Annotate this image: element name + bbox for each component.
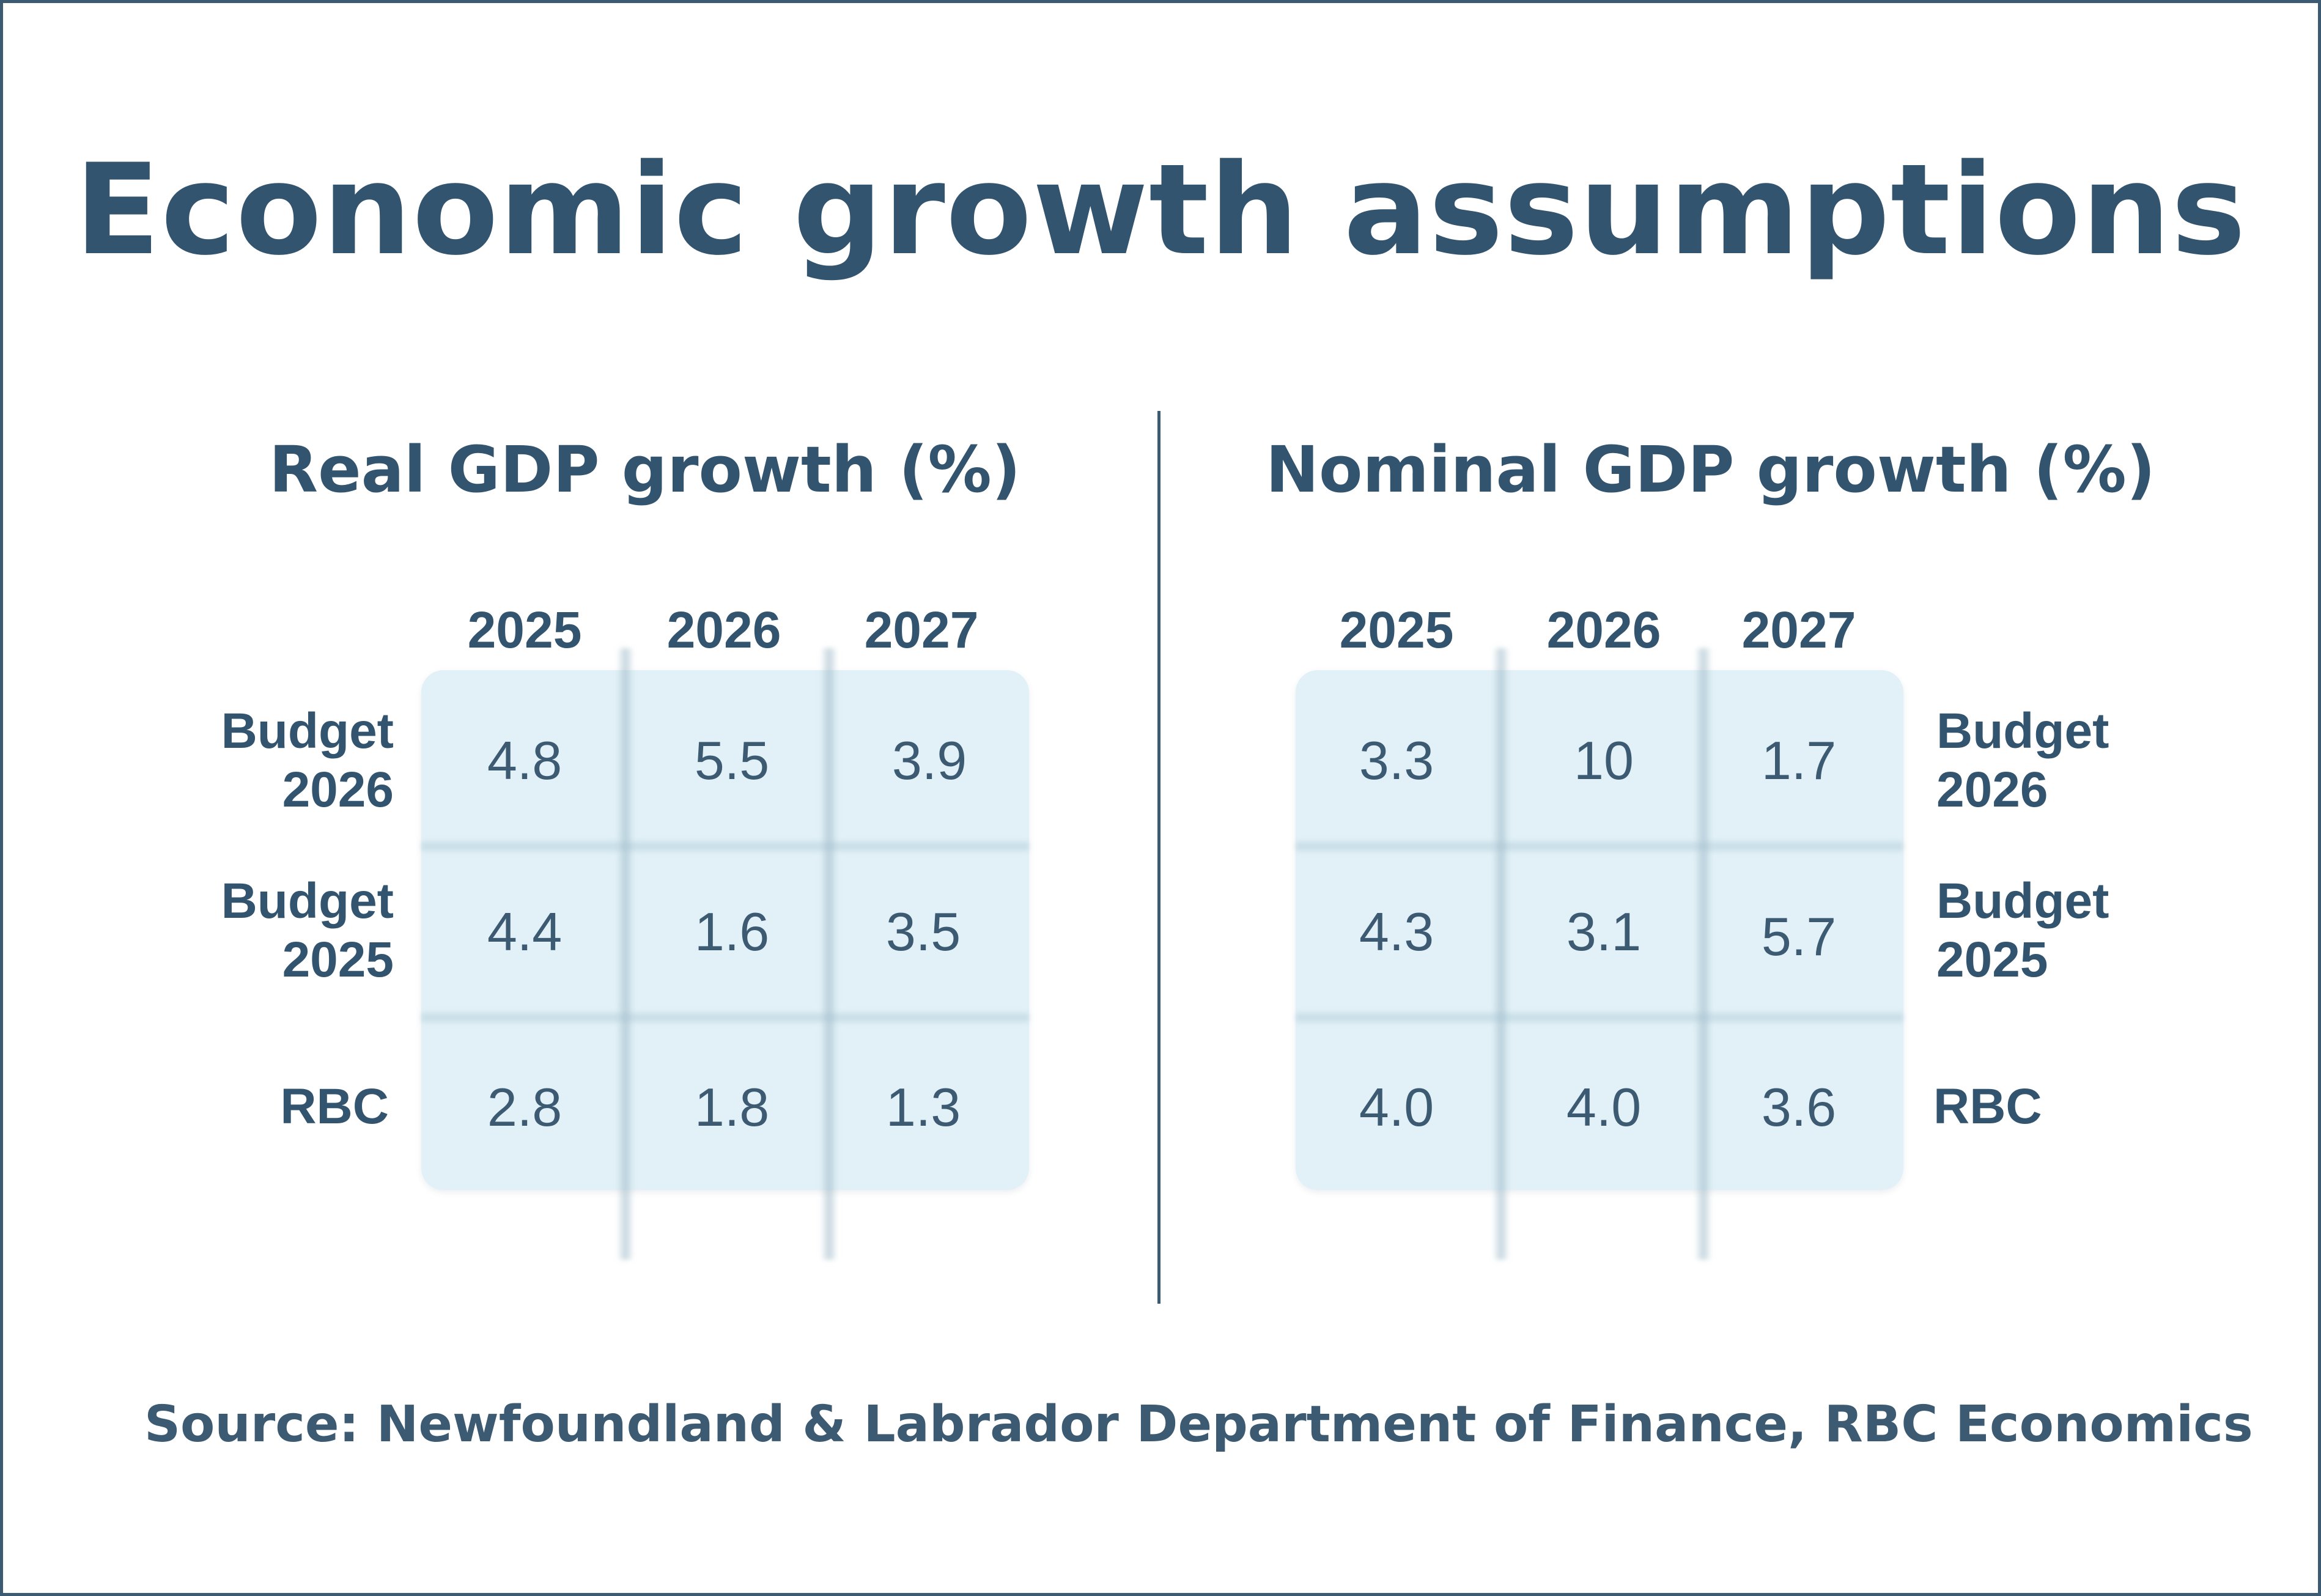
nominal-gdp-row-separator: [1296, 1010, 1903, 1025]
panel-divider: [1157, 411, 1160, 1304]
nominal-gdp-value: 3.3: [1359, 730, 1434, 791]
nominal-gdp-column-header-2027: 2027: [1741, 601, 1856, 659]
nominal-gdp-value: 3.1: [1566, 901, 1642, 962]
nominal-gdp-value: 5.7: [1761, 906, 1837, 967]
nominal-gdp-column-separator: [1695, 648, 1712, 1260]
nominal-gdp-row-label-budget-2025: Budget 2025: [1936, 872, 2138, 989]
real-gdp-value: 1.6: [694, 901, 770, 962]
nominal-gdp-row-separator: [1296, 839, 1903, 854]
real-gdp-value: 4.8: [487, 730, 563, 791]
nominal-gdp-value: 4.0: [1359, 1077, 1434, 1137]
nominal-gdp-value: 10: [1574, 730, 1634, 791]
nominal-gdp-row-label-budget-2026: Budget 2026: [1936, 702, 2138, 819]
real-gdp-value: 5.5: [694, 730, 770, 791]
nominal-gdp-column-header-2025: 2025: [1339, 601, 1454, 659]
row-label-line: Budget: [1936, 703, 2109, 759]
nominal-gdp-table-background: [1296, 670, 1903, 1190]
nominal-gdp-panel-title: Nominal GDP growth (%): [1266, 432, 2156, 507]
real-gdp-row-label-budget-2025: Budget 2025: [192, 872, 394, 989]
real-gdp-column-header-2027: 2027: [864, 601, 979, 659]
real-gdp-row-label-budget-2026: Budget 2026: [192, 702, 394, 819]
real-gdp-column-header-2025: 2025: [467, 601, 582, 659]
real-gdp-value: 4.4: [487, 901, 563, 962]
real-gdp-row-label-rbc: RBC: [187, 1077, 389, 1136]
row-label-line: 2026: [1936, 762, 2048, 818]
real-gdp-column-separator: [821, 648, 838, 1260]
chart-title: Economic growth assumptions: [74, 138, 2247, 283]
nominal-gdp-value: 3.6: [1761, 1077, 1837, 1137]
real-gdp-column-separator: [617, 648, 634, 1260]
nominal-gdp-value: 4.0: [1566, 1077, 1642, 1137]
row-label-line: 2025: [1936, 932, 2048, 988]
real-gdp-value: 3.5: [885, 901, 961, 962]
row-label-line: Budget: [221, 703, 394, 759]
source-note: Source: Newfoundland & Labrador Departme…: [144, 1395, 2253, 1454]
real-gdp-row-separator: [421, 1010, 1029, 1025]
nominal-gdp-column-separator: [1493, 648, 1510, 1260]
row-label-line: Budget: [221, 873, 394, 929]
nominal-gdp-value: 1.7: [1761, 730, 1837, 791]
nominal-gdp-row-label-rbc: RBC: [1933, 1077, 2135, 1136]
row-label-line: RBC: [1933, 1079, 2042, 1134]
real-gdp-value: 1.8: [694, 1077, 770, 1137]
nominal-gdp-column-header-2026: 2026: [1546, 601, 1661, 659]
real-gdp-column-header-2026: 2026: [666, 601, 781, 659]
real-gdp-panel-title: Real GDP growth (%): [269, 432, 1021, 507]
row-label-line: RBC: [280, 1079, 389, 1134]
row-label-line: 2025: [282, 932, 394, 988]
row-label-line: 2026: [282, 762, 394, 818]
real-gdp-value: 2.8: [487, 1077, 563, 1137]
real-gdp-table-background: [421, 670, 1029, 1190]
row-label-line: Budget: [1936, 873, 2109, 929]
real-gdp-row-separator: [421, 839, 1029, 854]
real-gdp-value: 3.9: [891, 730, 967, 791]
nominal-gdp-value: 4.3: [1359, 901, 1434, 962]
real-gdp-value: 1.3: [885, 1077, 961, 1137]
